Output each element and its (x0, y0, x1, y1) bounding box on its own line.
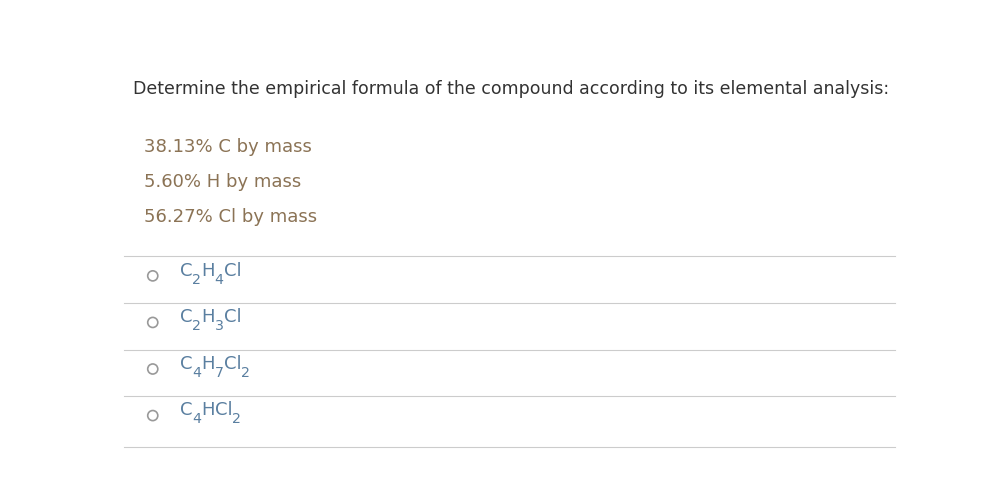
Text: H: H (201, 262, 215, 280)
Text: Cl: Cl (224, 355, 242, 373)
Text: 4: 4 (192, 412, 201, 426)
Text: 2: 2 (242, 366, 250, 380)
Text: 2: 2 (192, 273, 201, 287)
Text: 38.13% C by mass: 38.13% C by mass (143, 138, 311, 156)
Text: 7: 7 (215, 366, 224, 380)
Text: H: H (201, 355, 215, 373)
Text: 2: 2 (192, 320, 201, 333)
Text: Cl: Cl (224, 262, 242, 280)
Text: 4: 4 (192, 366, 201, 380)
Text: C: C (180, 262, 192, 280)
Text: 5.60% H by mass: 5.60% H by mass (143, 173, 301, 191)
Text: C: C (180, 355, 192, 373)
Text: H: H (201, 402, 215, 419)
Text: 2: 2 (233, 412, 242, 426)
Text: Cl: Cl (215, 402, 233, 419)
Text: 3: 3 (215, 320, 224, 333)
Text: Determine the empirical formula of the compound according to its elemental analy: Determine the empirical formula of the c… (133, 80, 890, 98)
Text: C: C (180, 402, 192, 419)
Text: 56.27% Cl by mass: 56.27% Cl by mass (143, 208, 317, 226)
Text: H: H (201, 308, 215, 326)
Text: Cl: Cl (224, 308, 242, 326)
Text: 4: 4 (215, 273, 224, 287)
Text: C: C (180, 308, 192, 326)
